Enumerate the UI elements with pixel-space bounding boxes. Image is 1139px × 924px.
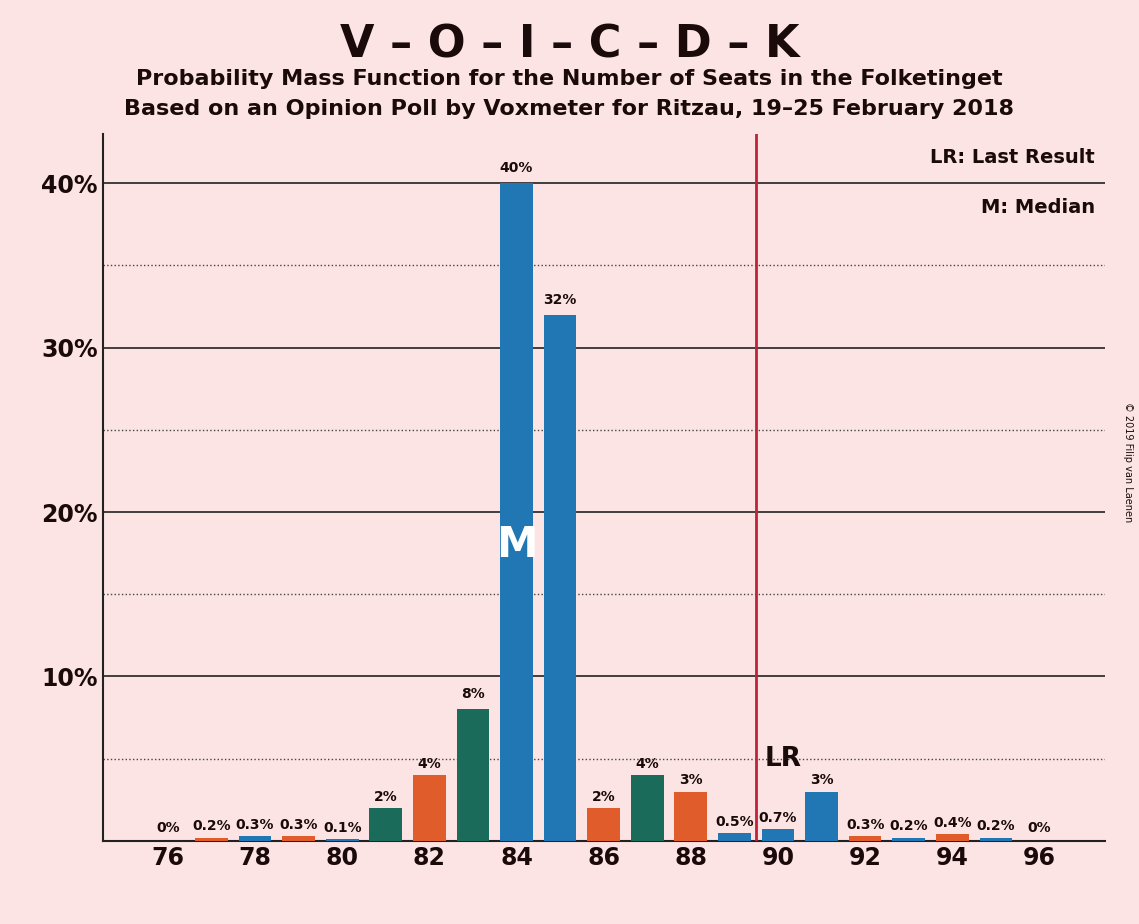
Text: 32%: 32%	[543, 293, 576, 307]
Bar	[631, 775, 664, 841]
Text: Probability Mass Function for the Number of Seats in the Folketinget: Probability Mass Function for the Number…	[137, 69, 1002, 90]
Text: 0.2%: 0.2%	[976, 820, 1015, 833]
Bar	[239, 836, 271, 841]
Text: 4%: 4%	[636, 757, 659, 771]
Bar	[718, 833, 751, 841]
Text: 0.4%: 0.4%	[933, 816, 972, 830]
Text: 4%: 4%	[418, 757, 441, 771]
Text: 3%: 3%	[679, 773, 703, 787]
Text: 0.3%: 0.3%	[236, 818, 274, 832]
Bar	[849, 836, 882, 841]
Text: 0.2%: 0.2%	[192, 820, 231, 833]
Text: 3%: 3%	[810, 773, 834, 787]
Bar	[588, 808, 620, 841]
Text: LR: LR	[765, 746, 802, 772]
Bar	[805, 792, 838, 841]
Text: 40%: 40%	[500, 161, 533, 175]
Text: LR: Last Result: LR: Last Result	[931, 148, 1095, 167]
Bar	[674, 792, 707, 841]
Bar	[936, 834, 968, 841]
Bar	[369, 808, 402, 841]
Text: © 2019 Filip van Laenen: © 2019 Filip van Laenen	[1123, 402, 1133, 522]
Bar	[282, 836, 316, 841]
Text: 2%: 2%	[592, 790, 615, 804]
Bar	[892, 837, 925, 841]
Text: 0.7%: 0.7%	[759, 811, 797, 825]
Text: 0.3%: 0.3%	[279, 818, 318, 832]
Text: 0.2%: 0.2%	[890, 820, 928, 833]
Bar	[762, 830, 794, 841]
Bar	[457, 710, 490, 841]
Text: M: M	[495, 524, 538, 565]
Text: 0%: 0%	[1027, 821, 1051, 835]
Text: M: Median: M: Median	[981, 198, 1095, 216]
Text: 8%: 8%	[461, 687, 485, 701]
Text: 0.3%: 0.3%	[846, 818, 884, 832]
Text: 2%: 2%	[374, 790, 398, 804]
Text: Based on an Opinion Poll by Voxmeter for Ritzau, 19–25 February 2018: Based on an Opinion Poll by Voxmeter for…	[124, 99, 1015, 119]
Text: 0.5%: 0.5%	[715, 815, 754, 829]
Bar	[195, 837, 228, 841]
Bar	[980, 837, 1013, 841]
Bar	[326, 839, 359, 841]
Text: V – O – I – C – D – K: V – O – I – C – D – K	[339, 23, 800, 67]
Bar	[543, 315, 576, 841]
Bar	[413, 775, 445, 841]
Text: 0%: 0%	[156, 821, 180, 835]
Text: 0.1%: 0.1%	[322, 821, 361, 835]
Bar	[500, 183, 533, 841]
